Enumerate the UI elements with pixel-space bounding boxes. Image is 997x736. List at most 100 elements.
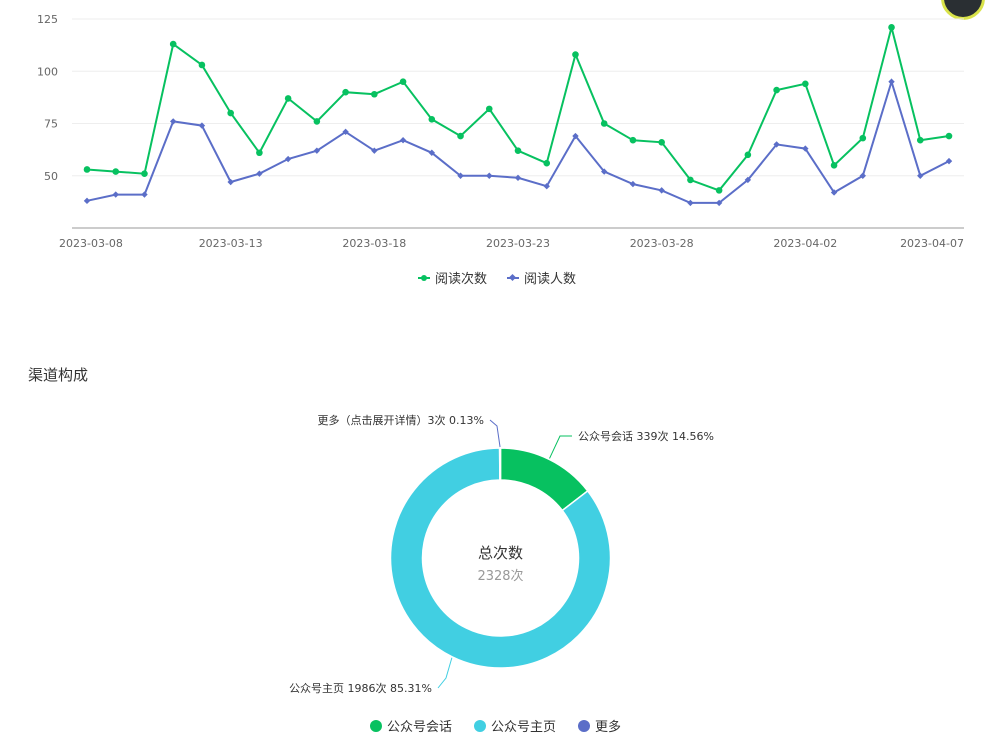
label-leader-line — [489, 419, 501, 448]
data-point[interactable] — [888, 24, 895, 31]
data-point[interactable] — [342, 128, 349, 136]
data-point[interactable] — [227, 178, 234, 186]
data-point[interactable] — [945, 132, 953, 140]
legend-dot-icon — [578, 719, 591, 732]
data-point[interactable] — [773, 86, 780, 94]
data-point[interactable] — [917, 172, 924, 179]
data-point[interactable] — [715, 187, 723, 194]
data-point[interactable] — [658, 139, 665, 146]
legend-item-reads[interactable]: 阅读次数 — [418, 268, 487, 287]
data-point[interactable] — [342, 88, 349, 96]
data-point[interactable] — [83, 166, 91, 173]
data-point[interactable] — [313, 118, 321, 125]
data-point[interactable] — [687, 199, 694, 207]
legend-item-readers[interactable]: 阅读人数 — [507, 268, 576, 287]
line-chart-legend: 阅读次数 阅读人数 — [418, 268, 576, 287]
x-tick-label: 2023-04-07 — [900, 237, 964, 250]
data-point[interactable] — [629, 136, 637, 144]
data-point[interactable] — [227, 109, 234, 117]
data-point[interactable] — [543, 159, 551, 167]
data-point[interactable] — [715, 199, 723, 207]
legend-item-homepage[interactable]: 公众号主页 — [474, 716, 556, 735]
data-point[interactable] — [629, 180, 637, 188]
data-point[interactable] — [802, 80, 809, 88]
data-point[interactable] — [514, 174, 522, 182]
data-point[interactable] — [198, 122, 206, 129]
legend-label: 阅读次数 — [435, 272, 488, 287]
data-point[interactable] — [141, 170, 148, 177]
data-point[interactable] — [428, 116, 436, 123]
x-tick-label: 2023-03-28 — [630, 237, 694, 250]
data-point[interactable] — [572, 132, 579, 140]
data-point[interactable] — [601, 168, 608, 175]
data-point[interactable] — [313, 147, 321, 154]
data-point[interactable] — [916, 136, 924, 144]
data-point[interactable] — [773, 141, 780, 148]
donut-chart: 总次数 2328次 公众号会话 339次 14.56% 公众号主页 1986次 85.… — [289, 413, 714, 695]
y-tick-label: 100 — [37, 65, 58, 78]
pie-chart-legend: 公众号会话 公众号主页 更多 — [370, 716, 621, 735]
circle-marker-icon — [418, 273, 430, 283]
x-tick-label: 2023-04-02 — [773, 237, 837, 250]
data-point[interactable] — [457, 172, 464, 179]
donut-slice[interactable] — [389, 447, 612, 669]
data-point[interactable] — [859, 172, 866, 179]
data-point[interactable] — [802, 145, 809, 152]
data-point[interactable] — [169, 40, 177, 48]
data-point[interactable] — [486, 172, 493, 179]
data-point[interactable] — [256, 170, 263, 177]
data-point[interactable] — [83, 197, 91, 205]
data-point[interactable] — [198, 61, 206, 69]
data-point[interactable] — [399, 78, 407, 85]
y-tick-label: 75 — [44, 118, 58, 131]
donut-slice[interactable] — [498, 447, 502, 481]
data-point[interactable] — [284, 95, 292, 102]
data-point[interactable] — [687, 176, 694, 184]
data-point[interactable] — [543, 183, 550, 190]
y-tick-label: 50 — [44, 170, 58, 183]
data-point[interactable] — [284, 155, 292, 163]
data-point[interactable] — [744, 176, 752, 184]
label-leader-line — [549, 435, 572, 459]
data-point[interactable] — [514, 147, 522, 154]
data-point[interactable] — [256, 149, 263, 157]
legend-label: 公众号主页 — [491, 720, 557, 735]
data-point[interactable] — [485, 105, 493, 113]
data-point[interactable] — [371, 90, 378, 98]
donut-center-value: 2328次 — [477, 568, 523, 584]
section-title: 渠道构成 — [28, 366, 89, 384]
legend-item-more[interactable]: 更多 — [578, 716, 621, 735]
data-point[interactable] — [112, 168, 120, 175]
x-tick-label: 2023-03-18 — [342, 237, 406, 250]
data-point[interactable] — [600, 120, 608, 127]
data-point[interactable] — [658, 187, 665, 194]
data-point[interactable] — [830, 189, 838, 196]
label-leader-line — [437, 657, 453, 689]
data-point[interactable] — [112, 191, 119, 198]
line-chart: 50 75 100 125 2023-03-08 2023-03-13 2023-03-18… — [37, 13, 964, 250]
data-point[interactable] — [572, 51, 579, 58]
donut-center-title: 总次数 — [478, 544, 523, 562]
legend-label: 更多 — [595, 720, 622, 735]
series-line — [86, 27, 950, 192]
legend-dot-icon — [370, 719, 382, 732]
slice-label: 更多（点击展开详情）3次 0.13% — [318, 413, 484, 427]
y-tick-label: 125 — [37, 13, 58, 26]
data-point[interactable] — [141, 191, 148, 198]
legend-item-session[interactable]: 公众号会话 — [370, 716, 452, 735]
diamond-marker-icon — [507, 273, 520, 283]
legend-label: 阅读人数 — [524, 272, 577, 287]
x-tick-label: 2023-03-13 — [199, 237, 263, 250]
data-point[interactable] — [744, 151, 752, 159]
data-point[interactable] — [399, 137, 407, 144]
legend-dot-icon — [474, 719, 487, 732]
data-point[interactable] — [888, 78, 895, 85]
slice-label: 公众号会话 339次 14.56% — [578, 429, 714, 443]
data-point[interactable] — [859, 134, 867, 142]
data-point[interactable] — [428, 149, 435, 156]
data-point[interactable] — [371, 147, 378, 154]
data-point[interactable] — [170, 118, 177, 125]
data-point[interactable] — [457, 132, 464, 140]
data-point[interactable] — [830, 162, 838, 169]
data-point[interactable] — [945, 157, 953, 165]
